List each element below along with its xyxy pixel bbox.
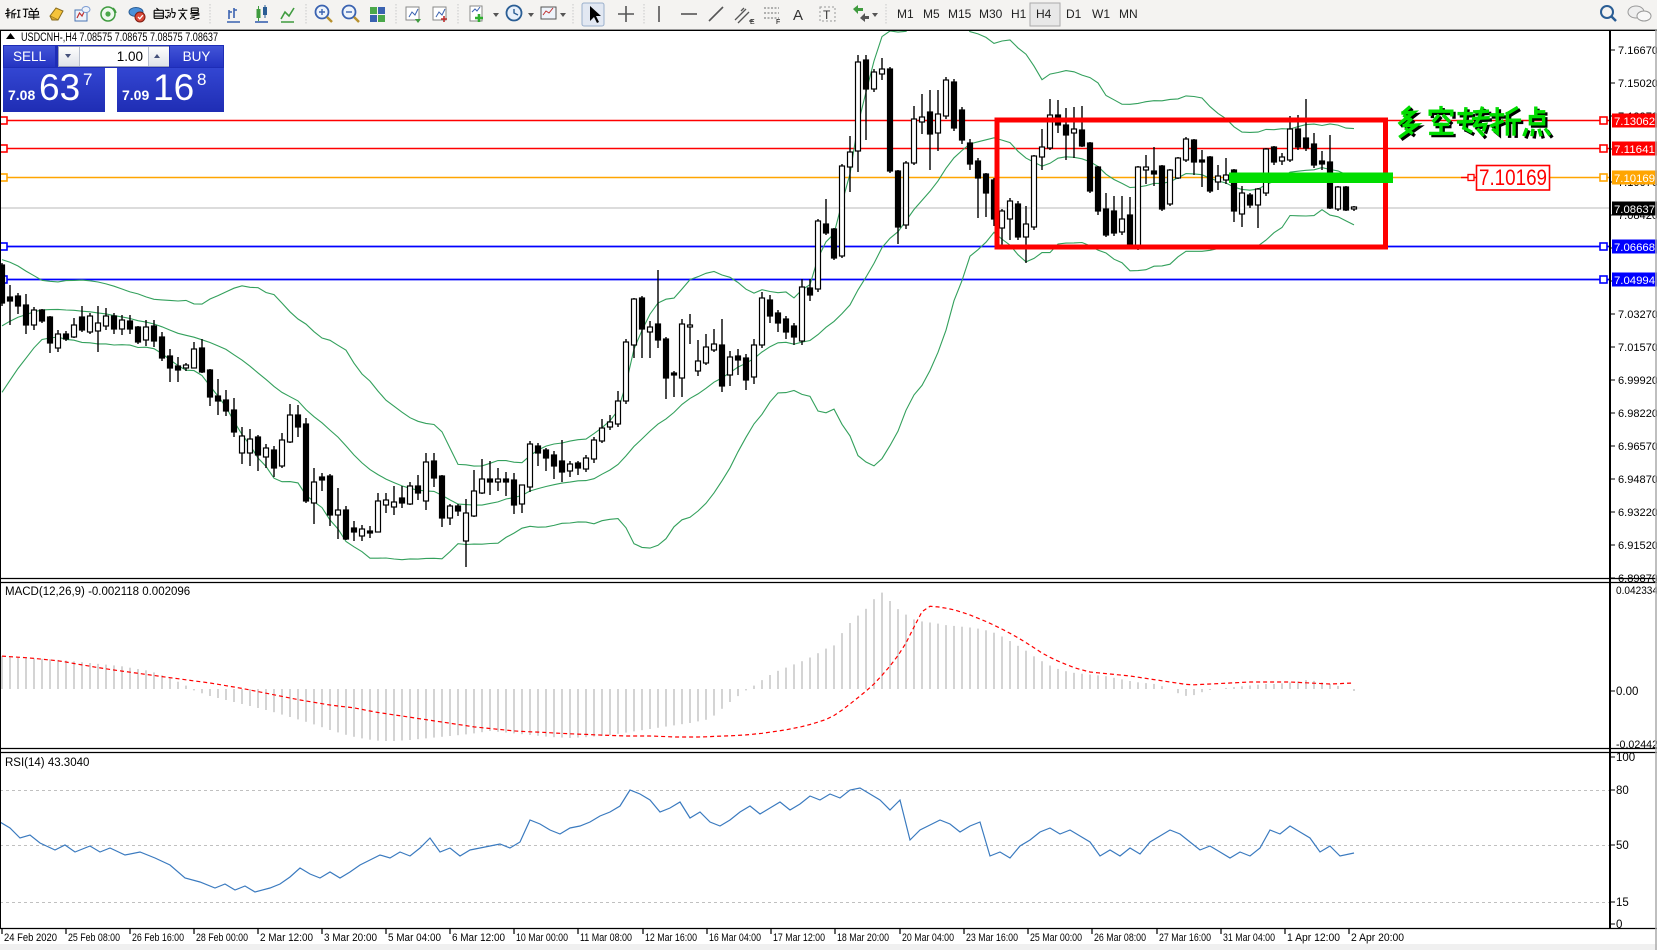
svg-text:D1: D1 [1066,7,1082,21]
svg-text:25 Mar 00:00: 25 Mar 00:00 [1030,932,1082,944]
svg-text:7.10169: 7.10169 [1479,165,1547,190]
svg-text:25 Feb 08:00: 25 Feb 08:00 [68,932,120,944]
svg-text:2 Mar 12:00: 2 Mar 12:00 [260,932,313,944]
svg-text:15: 15 [1616,897,1629,909]
svg-text:F: F [776,19,780,26]
svg-text:A: A [793,7,803,24]
svg-text:24 Feb 2020: 24 Feb 2020 [4,932,57,944]
svg-text:50: 50 [1616,840,1629,852]
svg-text:6 Mar 12:00: 6 Mar 12:00 [452,932,505,944]
svg-text:5 Mar 04:00: 5 Mar 04:00 [388,932,441,944]
svg-text:6.94870: 6.94870 [1618,474,1657,486]
svg-text:100: 100 [1616,752,1635,764]
svg-text:1 Apr 12:00: 1 Apr 12:00 [1287,932,1340,944]
svg-text:0: 0 [1616,919,1622,931]
svg-text:10 Mar 00:00: 10 Mar 00:00 [516,932,568,944]
svg-text:12 Mar 16:00: 12 Mar 16:00 [645,932,697,944]
svg-text:3 Mar 20:00: 3 Mar 20:00 [324,932,377,944]
svg-text:18 Mar 20:00: 18 Mar 20:00 [837,932,889,944]
svg-text:USDCNH-,H4 7.08575 7.08675 7.: USDCNH-,H4 7.08575 7.08675 7.08575 7.086… [21,32,218,44]
svg-text:M15: M15 [948,7,972,21]
svg-text:6.99920: 6.99920 [1618,375,1657,387]
svg-text:7.10169: 7.10169 [1614,173,1655,185]
svg-text:6.89870: 6.89870 [1618,573,1657,585]
svg-text:26 Feb 16:00: 26 Feb 16:00 [132,932,184,944]
svg-text:MN: MN [1119,7,1138,21]
svg-text:16 Mar 04:00: 16 Mar 04:00 [709,932,761,944]
svg-text:7.13062: 7.13062 [1614,116,1655,128]
svg-text:7.11641: 7.11641 [1614,144,1655,156]
svg-text:28 Feb 00:00: 28 Feb 00:00 [196,932,248,944]
svg-text:17 Mar 12:00: 17 Mar 12:00 [773,932,825,944]
svg-text:31 Mar 04:00: 31 Mar 04:00 [1223,932,1275,944]
svg-text:7.04994: 7.04994 [1614,275,1655,287]
svg-text:6.91520: 6.91520 [1618,540,1657,552]
svg-text:0.00: 0.00 [1616,686,1638,698]
svg-text:2 Apr 20:00: 2 Apr 20:00 [1351,932,1404,944]
svg-text:T: T [823,8,831,22]
svg-text:23 Mar 16:00: 23 Mar 16:00 [966,932,1018,944]
svg-text:6.96570: 6.96570 [1618,441,1657,453]
svg-text:7.01570: 7.01570 [1618,342,1657,354]
svg-text:7.03270: 7.03270 [1618,309,1657,321]
svg-text:RSI(14) 43.3040: RSI(14) 43.3040 [5,757,89,769]
svg-text:M30: M30 [979,7,1003,21]
svg-text:0.042334: 0.042334 [1616,585,1657,597]
svg-text:-0.02442: -0.02442 [1616,739,1657,751]
svg-text:M1: M1 [897,7,914,21]
svg-text:MACD(12,26,9) -0.002118 0.0020: MACD(12,26,9) -0.002118 0.002096 [5,586,190,598]
svg-text:7.15020: 7.15020 [1618,78,1657,90]
svg-text:20 Mar 04:00: 20 Mar 04:00 [902,932,954,944]
svg-text:6.93220: 6.93220 [1618,507,1657,519]
svg-text:80: 80 [1616,785,1629,797]
svg-text:7.06668: 7.06668 [1614,242,1655,254]
svg-text:W1: W1 [1092,7,1110,21]
svg-text:26 Mar 08:00: 26 Mar 08:00 [1094,932,1146,944]
svg-text:6.98220: 6.98220 [1618,408,1657,420]
svg-text:H1: H1 [1011,7,1027,21]
svg-text:E: E [750,19,755,26]
svg-text:M5: M5 [923,7,940,21]
svg-text:7.08637: 7.08637 [1614,204,1655,216]
svg-text:11 Mar 08:00: 11 Mar 08:00 [580,932,632,944]
svg-text:27 Mar 16:00: 27 Mar 16:00 [1159,932,1211,944]
svg-text:H4: H4 [1036,7,1052,21]
svg-text:7.16670: 7.16670 [1618,45,1657,57]
